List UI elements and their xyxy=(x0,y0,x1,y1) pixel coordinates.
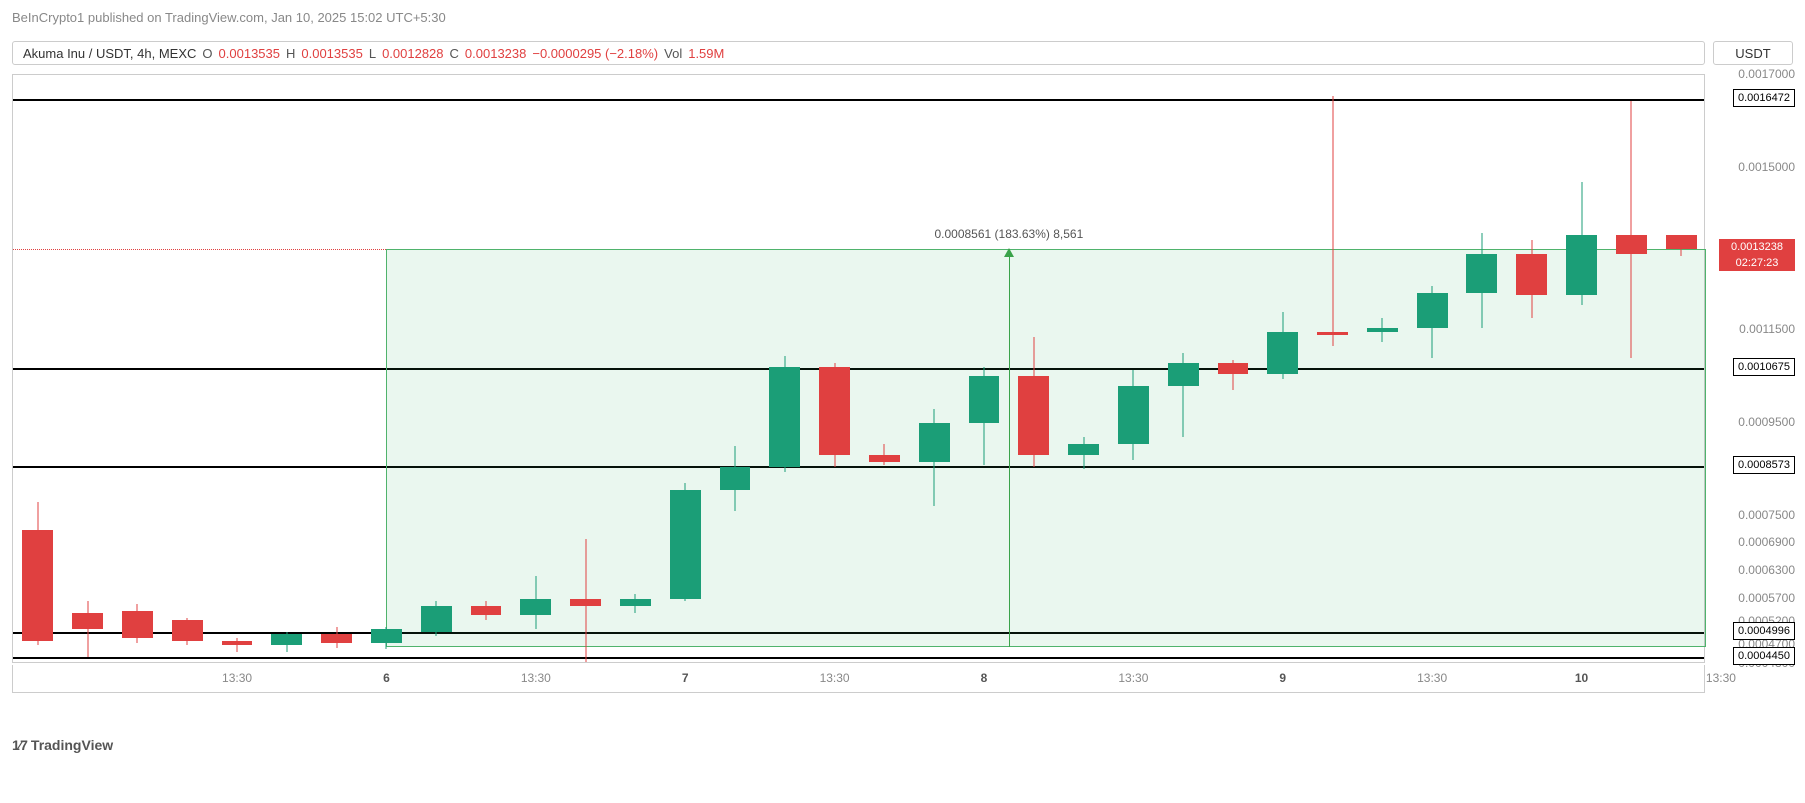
y-tick: 0.0011500 xyxy=(1739,322,1795,336)
x-tick: 10 xyxy=(1575,671,1588,685)
candle[interactable] xyxy=(620,75,651,664)
x-tick: 7 xyxy=(682,671,689,685)
horizontal-line[interactable] xyxy=(13,99,1704,101)
candle[interactable] xyxy=(122,75,153,664)
x-tick: 13:30 xyxy=(521,671,551,685)
symbol-name: Akuma Inu / USDT, 4h, MEXC xyxy=(23,46,196,61)
candle[interactable] xyxy=(321,75,352,664)
y-tick: 0.0017000 xyxy=(1738,67,1795,81)
current-price-label: 0.0013238 xyxy=(1719,239,1795,255)
candle[interactable] xyxy=(471,75,502,664)
arrow-head-icon xyxy=(1004,248,1014,257)
hline-price-label: 0.0016472 xyxy=(1733,89,1795,107)
candle[interactable] xyxy=(570,75,601,664)
candle[interactable] xyxy=(919,75,950,664)
x-tick: 13:30 xyxy=(1417,671,1447,685)
candle[interactable] xyxy=(371,75,402,664)
candle[interactable] xyxy=(1118,75,1149,664)
x-tick: 6 xyxy=(383,671,390,685)
y-tick: 0.0007500 xyxy=(1738,508,1795,522)
measure-arrow[interactable] xyxy=(1009,249,1010,647)
x-axis[interactable]: 13:30613:30713:30813:30913:301013:30 xyxy=(12,665,1705,693)
candle[interactable] xyxy=(1018,75,1049,664)
x-tick: 13:30 xyxy=(1706,671,1736,685)
candle[interactable] xyxy=(222,75,253,664)
hline-price-label: 0.0010675 xyxy=(1733,358,1795,376)
hline-price-label: 0.0008573 xyxy=(1733,456,1795,474)
hline-price-label: 0.0004996 xyxy=(1733,622,1795,640)
candle[interactable] xyxy=(1068,75,1099,664)
candle[interactable] xyxy=(1218,75,1249,664)
candle[interactable] xyxy=(1516,75,1547,664)
candle[interactable] xyxy=(72,75,103,664)
y-axis[interactable]: 0.00170000.00150000.00115000.00095000.00… xyxy=(1707,74,1795,663)
publisher-line: BeInCrypto1 published on TradingView.com… xyxy=(12,10,446,25)
candle[interactable] xyxy=(1367,75,1398,664)
candle[interactable] xyxy=(1466,75,1497,664)
candle[interactable] xyxy=(1168,75,1199,664)
y-tick: 0.0006900 xyxy=(1738,535,1795,549)
candle[interactable] xyxy=(1616,75,1647,664)
x-tick: 13:30 xyxy=(222,671,252,685)
y-tick: 0.0009500 xyxy=(1738,415,1795,429)
candle[interactable] xyxy=(1666,75,1697,664)
measure-arrow-label: 0.0008561 (183.63%) 8,561 xyxy=(934,227,1083,241)
countdown-label: 02:27:23 xyxy=(1719,255,1795,271)
candle[interactable] xyxy=(720,75,751,664)
y-tick: 0.0006300 xyxy=(1738,563,1795,577)
candle[interactable] xyxy=(1566,75,1597,664)
price-chart[interactable]: 0.0008561 (183.63%) 8,561 xyxy=(12,74,1705,663)
candle[interactable] xyxy=(22,75,53,664)
x-tick: 9 xyxy=(1279,671,1286,685)
x-tick: 13:30 xyxy=(1118,671,1148,685)
hline-price-label: 0.0004450 xyxy=(1733,647,1795,665)
chart-root: BeInCrypto1 published on TradingView.com… xyxy=(0,0,1805,803)
candle[interactable] xyxy=(969,75,1000,664)
candle[interactable] xyxy=(1267,75,1298,664)
y-tick: 0.0015000 xyxy=(1738,160,1795,174)
candle[interactable] xyxy=(869,75,900,664)
horizontal-line[interactable] xyxy=(13,657,1704,659)
symbol-legend[interactable]: Akuma Inu / USDT, 4h, MEXC O0.0013535 H0… xyxy=(12,41,1705,65)
x-tick: 13:30 xyxy=(820,671,850,685)
y-tick: 0.0005700 xyxy=(1738,591,1795,605)
candle[interactable] xyxy=(271,75,302,664)
currency-badge[interactable]: USDT xyxy=(1713,41,1793,65)
candle[interactable] xyxy=(769,75,800,664)
candle[interactable] xyxy=(1417,75,1448,664)
candle[interactable] xyxy=(1317,75,1348,664)
candle[interactable] xyxy=(670,75,701,664)
candle[interactable] xyxy=(421,75,452,664)
candle[interactable] xyxy=(520,75,551,664)
x-tick: 8 xyxy=(981,671,988,685)
candle[interactable] xyxy=(172,75,203,664)
candle[interactable] xyxy=(819,75,850,664)
tv-icon: 1⁄7 xyxy=(12,737,27,753)
tradingview-logo: 1⁄7TradingView xyxy=(12,737,113,753)
